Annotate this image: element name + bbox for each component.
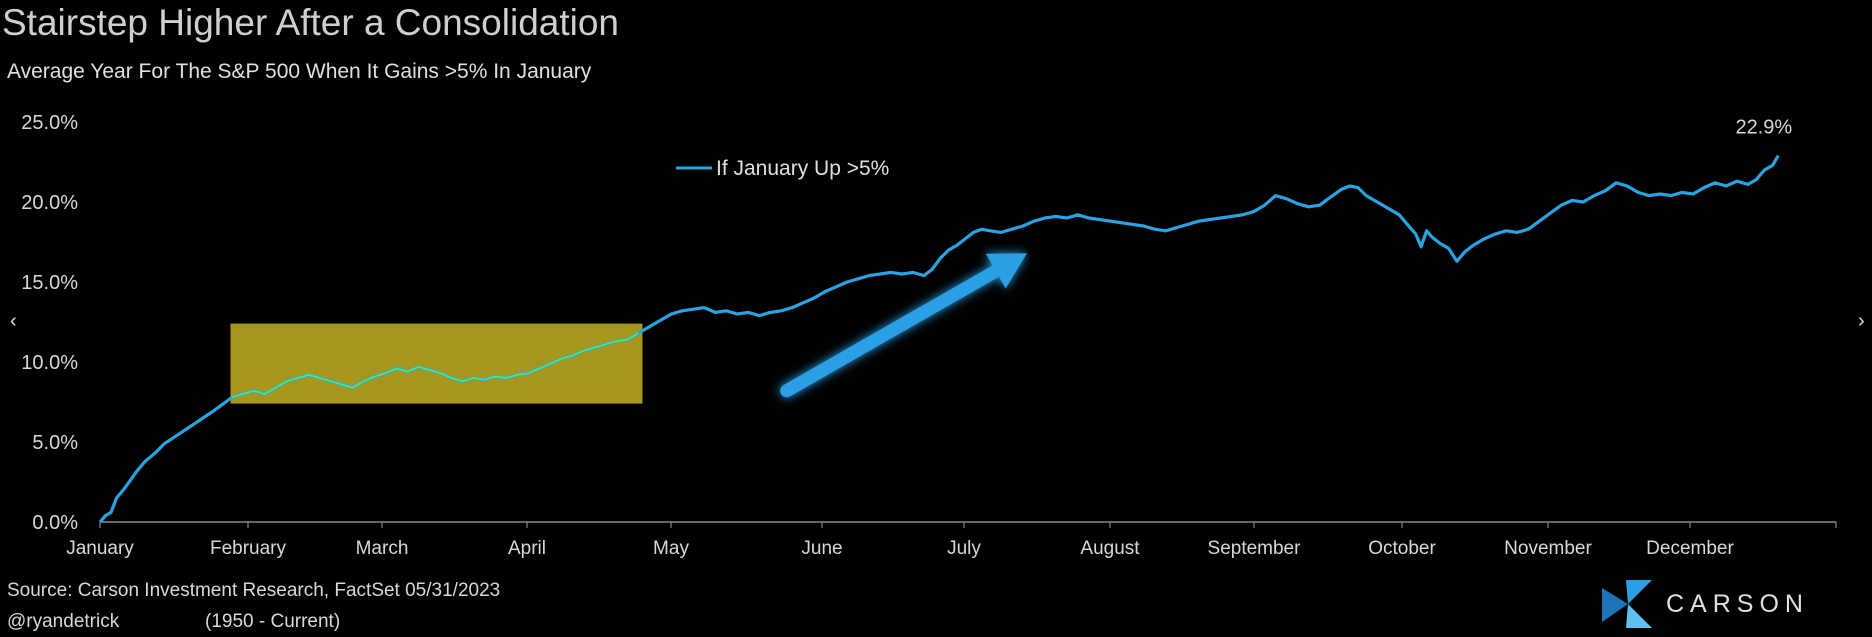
consolidation-highlight-box <box>230 323 643 404</box>
y-tick-label: 0.0% <box>32 512 78 534</box>
x-tick-label: October <box>1368 538 1436 559</box>
author-handle: @ryandetrick <box>7 611 120 632</box>
y-tick-label: 5.0% <box>32 432 78 454</box>
legend-label: If January Up >5% <box>716 157 889 180</box>
date-range: (1950 - Current) <box>205 611 341 632</box>
x-tick-label: May <box>653 538 689 559</box>
y-tick-label: 15.0% <box>21 272 78 294</box>
x-tick-label: November <box>1504 538 1592 559</box>
series-line-highlighted <box>231 332 639 399</box>
x-tick-label: August <box>1080 538 1140 559</box>
trend-arrow-head <box>985 253 1027 289</box>
x-tick-label: July <box>947 538 981 559</box>
prev-slide-button[interactable]: ‹ <box>10 310 17 332</box>
carson-logo-text: CARSON <box>1666 590 1809 618</box>
chart-title: Stairstep Higher After a Consolidation <box>2 2 620 43</box>
carson-logo: CARSON <box>1598 578 1868 630</box>
next-slide-button[interactable]: › <box>1858 310 1865 332</box>
trend-arrow-shaft <box>780 264 1003 398</box>
y-tick-label: 25.0% <box>21 112 78 134</box>
x-tick-label: December <box>1646 538 1734 559</box>
x-tick-label: March <box>356 538 409 559</box>
x-tick-label: January <box>66 538 134 559</box>
end-value-label: 22.9% <box>1735 117 1792 139</box>
x-tick-label: February <box>210 538 287 559</box>
carson-logo-icon <box>1602 580 1652 628</box>
source-note: Source: Carson Investment Research, Fact… <box>7 580 501 601</box>
x-tick-label: June <box>801 538 842 559</box>
x-tick-label: April <box>508 538 546 559</box>
x-tick-label: September <box>1208 538 1302 559</box>
y-tick-label: 10.0% <box>21 352 78 374</box>
trend-arrow <box>780 253 1027 398</box>
y-tick-label: 20.0% <box>21 192 78 214</box>
chart-subtitle: Average Year For The S&P 500 When It Gai… <box>7 60 592 83</box>
